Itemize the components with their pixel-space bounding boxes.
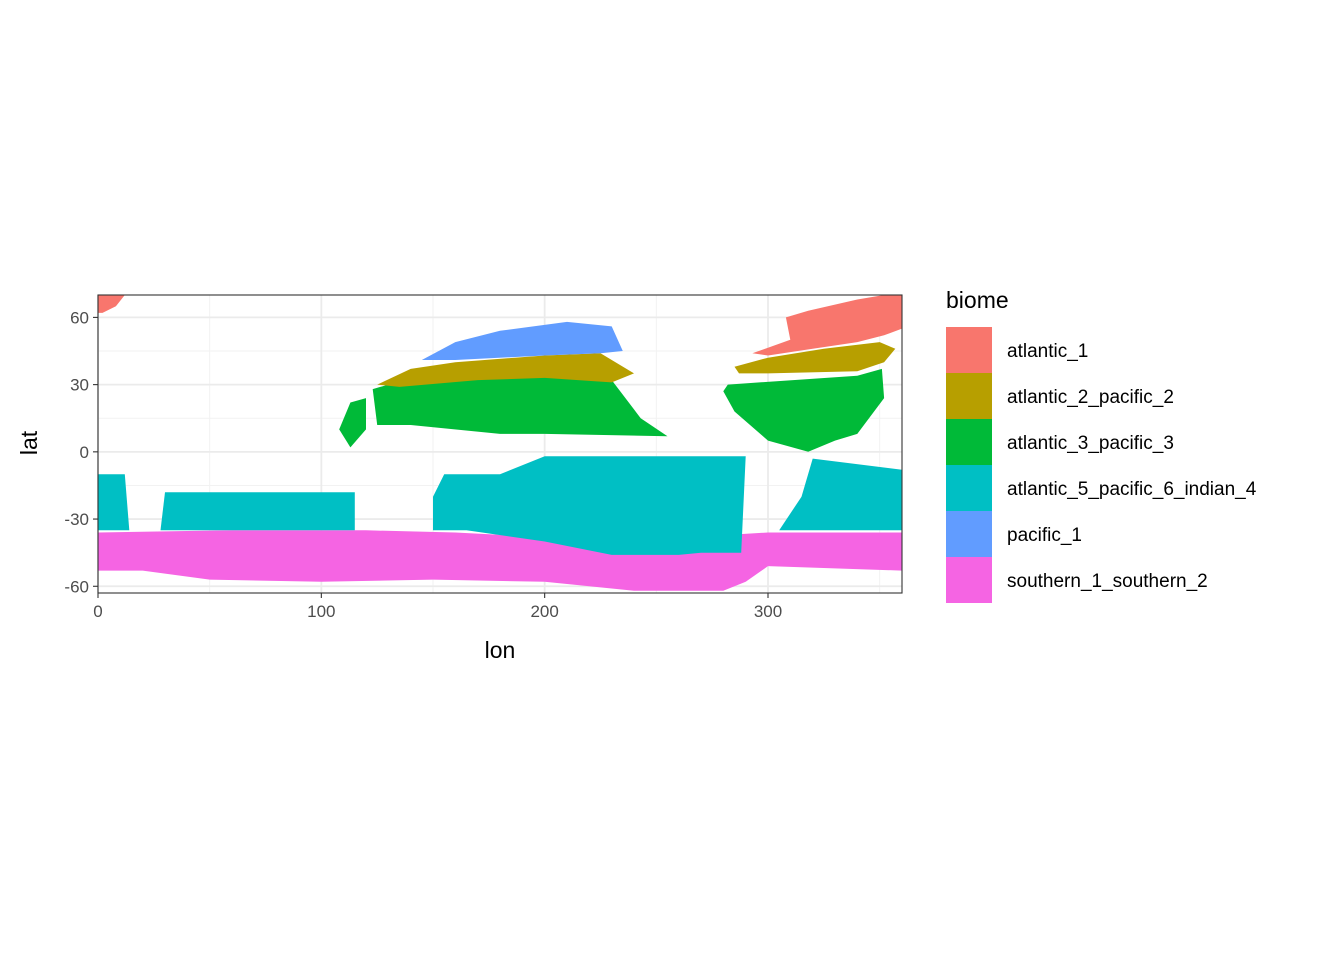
biome-regions (98, 295, 902, 591)
legend-label: atlantic_2_pacific_2 (1007, 387, 1174, 408)
x-tick-label: 300 (754, 602, 782, 621)
region-southern-1-southern-2 (98, 530, 902, 591)
legend-entries: atlantic_1 atlantic_2_pacific_2 atlantic_3… (946, 327, 1257, 603)
legend-key-atlantic-3-pacific-3 (946, 419, 992, 465)
region-atlantic-3-pacific-3 (372, 373, 668, 437)
x-axis-ticks: 0 100 200 300 (93, 593, 782, 621)
region-atlantic-5-pacific-6-indian-4 (98, 474, 130, 531)
legend-key-atlantic-1 (946, 327, 992, 373)
y-axis-ticks: 60 30 0 -30 -60 (64, 308, 98, 596)
region-atlantic-3-pacific-3 (339, 398, 366, 448)
legend-label: atlantic_5_pacific_6_indian_4 (1007, 479, 1257, 500)
y-tick-label: -60 (64, 577, 89, 596)
legend-key-atlantic-2-pacific-2 (946, 373, 992, 419)
legend-key-southern-1-southern-2 (946, 557, 992, 603)
legend-title: biome (946, 287, 1009, 313)
x-tick-label: 200 (530, 602, 558, 621)
y-tick-label: 0 (80, 443, 89, 462)
legend-key-atlantic-5-pacific-6-indian-4 (946, 465, 992, 511)
region-atlantic-3-pacific-3 (723, 368, 885, 452)
legend-label: atlantic_3_pacific_3 (1007, 433, 1174, 454)
x-tick-label: 100 (307, 602, 335, 621)
legend: biome atlantic_1atlantic_2_pacific_2atla… (946, 287, 1257, 603)
region-atlantic-5-pacific-6-indian-4 (160, 492, 355, 531)
region-atlantic-5-pacific-6-indian-4 (433, 456, 746, 555)
y-tick-label: -30 (64, 510, 89, 529)
legend-label: pacific_1 (1007, 525, 1082, 546)
y-tick-label: 30 (70, 376, 89, 395)
y-axis-title: lat (16, 430, 42, 455)
region-atlantic-1 (98, 295, 125, 313)
region-atlantic-1 (752, 295, 902, 356)
y-tick-label: 60 (70, 308, 89, 327)
region-atlantic-2-pacific-2 (377, 353, 634, 387)
region-pacific-1 (421, 321, 623, 360)
region-atlantic-2-pacific-2 (734, 342, 896, 374)
x-axis-title: lon (485, 637, 516, 663)
region-atlantic-5-pacific-6-indian-4 (779, 458, 902, 531)
legend-label: atlantic_1 (1007, 341, 1088, 362)
legend-label: southern_1_southern_2 (1007, 571, 1208, 592)
x-tick-label: 0 (93, 602, 102, 621)
panel-border (97, 294, 903, 594)
legend-key-pacific-1 (946, 511, 992, 557)
